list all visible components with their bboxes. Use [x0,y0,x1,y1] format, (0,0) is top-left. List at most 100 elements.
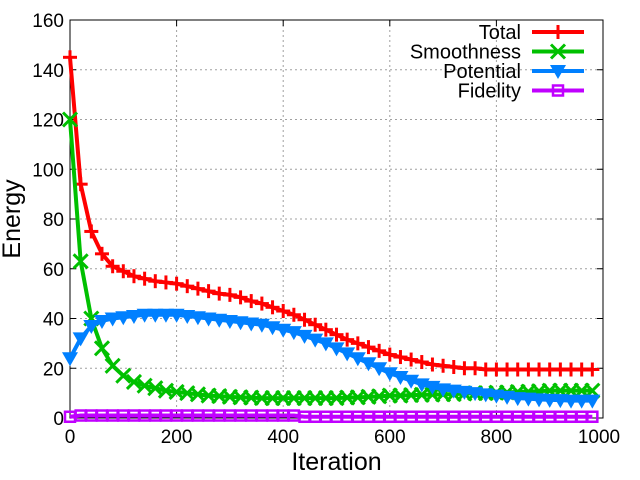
total-point [105,259,120,274]
x-tick-label: 600 [374,427,406,448]
total-point [201,284,216,299]
legend-item-fidelity: Fidelity [458,81,584,103]
potential-point [136,308,153,323]
total-point [286,307,301,322]
total-point [180,279,195,294]
total-point [404,352,419,367]
potential-point [381,367,398,382]
total-point [116,264,131,279]
potential-point [104,312,121,327]
legend-label-fidelity: Fidelity [458,81,521,103]
smoothness-series [61,111,601,407]
fidelity-point [586,410,599,424]
total-series [63,50,600,377]
y-tick-label: 100 [32,160,64,181]
y-tick-label: 40 [43,310,64,331]
legend-marker-potential [550,65,566,79]
y-tick-label: 140 [32,61,64,82]
total-point [137,271,152,286]
potential-point [83,319,100,334]
y-axis-title: Energy [0,179,26,259]
legend-marker-fidelity [551,84,565,97]
legend-item-smoothness: Smoothness [410,42,584,64]
total-point [297,312,312,327]
potential-point [349,352,366,367]
total-point [382,347,397,362]
total-point [340,332,355,347]
y-tick-label: 60 [43,260,64,281]
total-point [265,300,280,315]
total-line [68,57,593,372]
potential-point [317,337,334,352]
total-point [190,281,205,296]
total-point [414,355,429,370]
total-point [361,340,376,355]
total-point [372,343,387,358]
potential-point [531,393,548,408]
total-point [329,327,344,342]
smoothness-point [72,253,89,270]
series-group [61,50,601,424]
x-tick-label: 200 [161,427,193,448]
potential-point [62,352,78,367]
potential-point [72,332,89,347]
smoothness-point [115,367,132,384]
potential-point [371,362,388,377]
legend-label-total: Total [479,22,521,44]
potential-point [296,329,313,344]
potential-series [62,308,601,409]
x-tick-label: 1000 [578,427,620,448]
fidelity-series [63,409,599,424]
potential-point [584,394,601,409]
x-axis-title: Iteration [291,448,381,476]
total-point [126,269,141,284]
potential-point [392,370,409,385]
smoothness-point [93,340,111,357]
potential-point [157,308,174,323]
smoothness-point [125,373,143,390]
total-point [169,276,184,291]
potential-point [147,308,164,323]
potential-point [307,333,324,348]
x-tick-label: 400 [267,427,299,448]
y-tick-label: 20 [43,359,64,380]
legend-label-smoothness: Smoothness [410,42,521,64]
smoothness-line [68,119,593,401]
legend-item-potential: Potential [443,61,584,83]
total-point [276,304,291,319]
x-tick-label: 800 [481,427,513,448]
potential-point [520,392,537,407]
total-point [308,317,323,332]
total-point [63,50,77,65]
total-point [222,287,237,302]
legend-label-potential: Potential [443,61,521,83]
smoothness-point [61,111,79,128]
x-tick-label: 0 [65,427,76,448]
total-point [350,336,365,351]
potential-point [339,347,356,362]
total-point [94,246,109,261]
potential-point [509,392,526,407]
legend-item-total: Total [479,22,584,44]
legend-marker-smoothness [549,43,567,60]
potential-point [115,311,132,326]
total-point [254,296,269,311]
potential-point [93,314,110,329]
total-point [585,362,600,377]
y-tick-label: 120 [32,111,64,132]
y-tick-label: 0 [53,409,64,430]
legend-marker-total [551,25,565,39]
axis-ticks: 0 200 400 600 800 1000 0 20 40 60 80 100 120 140 160 [32,11,620,448]
total-point [393,350,408,365]
total-point [318,322,333,337]
potential-point [125,310,142,325]
y-tick-label: 160 [32,11,64,32]
grid [70,20,603,418]
potential-point [360,357,377,372]
total-point [233,290,248,305]
potential-point [541,393,558,408]
potential-point [285,326,302,341]
potential-point [403,374,420,389]
